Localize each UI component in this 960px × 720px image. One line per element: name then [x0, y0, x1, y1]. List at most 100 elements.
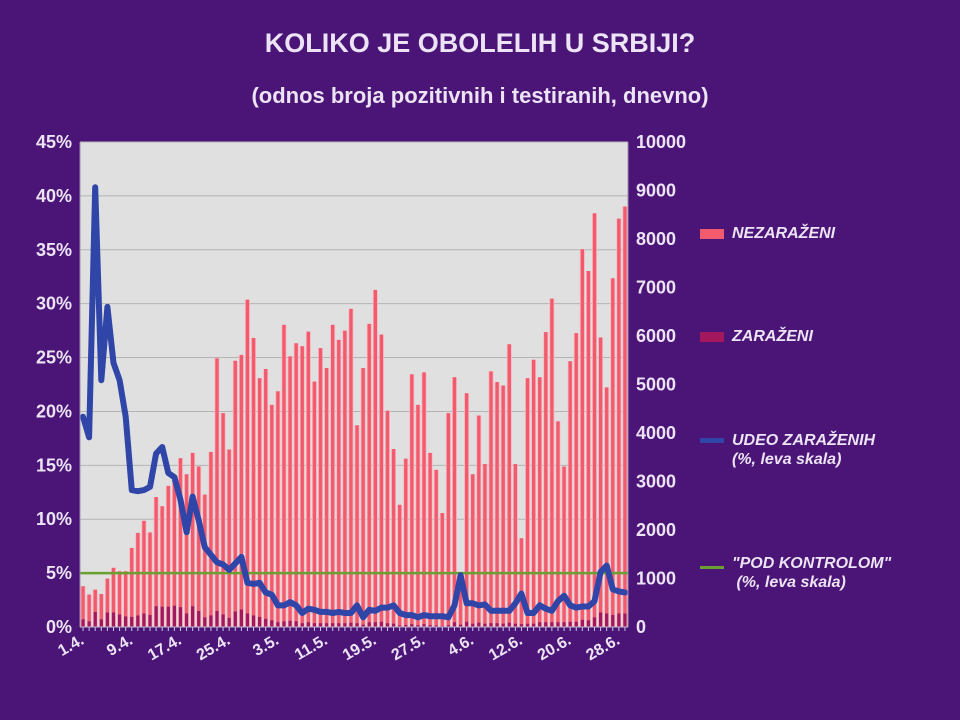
- bar-zarazeni: [544, 622, 548, 627]
- bar-nezarazeni: [239, 354, 244, 610]
- bar-zarazeni: [531, 623, 536, 627]
- bar-zarazeni: [209, 615, 213, 627]
- bar-nezarazeni: [568, 361, 572, 622]
- bar-nezarazeni: [166, 485, 170, 607]
- bar-zarazeni: [446, 625, 451, 627]
- bar-zarazeni: [251, 615, 256, 627]
- bar-nezarazeni: [501, 385, 505, 624]
- bar-nezarazeni: [605, 387, 609, 614]
- legend-label: NEZARAŽENI: [732, 225, 836, 242]
- y-right-tick-label: 1000: [636, 569, 676, 589]
- bar-nezarazeni: [184, 474, 189, 614]
- bar-nezarazeni: [142, 520, 146, 614]
- chart-title: KOLIKO JE OBOLELIH U SRBIJI?: [264, 28, 696, 58]
- bar-nezarazeni: [245, 299, 250, 614]
- bar-nezarazeni: [160, 506, 164, 607]
- bar-zarazeni: [264, 618, 268, 627]
- y-right-tick-label: 8000: [636, 229, 676, 249]
- bar-zarazeni: [178, 607, 183, 627]
- bar-zarazeni: [586, 620, 591, 627]
- bar-zarazeni: [111, 612, 116, 627]
- y-left-tick-label: 35%: [36, 240, 72, 260]
- bar-nezarazeni: [623, 206, 627, 614]
- bar-zarazeni: [160, 606, 164, 627]
- bar-zarazeni: [93, 611, 97, 627]
- x-tick-label: 27.5.: [389, 632, 428, 665]
- bar-nezarazeni: [611, 278, 615, 615]
- bar-nezarazeni: [586, 271, 591, 621]
- bar-zarazeni: [562, 622, 566, 627]
- y-left-tick-label: 30%: [36, 294, 72, 314]
- bar-nezarazeni: [355, 425, 359, 624]
- x-tick-label: 28.6.: [584, 632, 623, 665]
- bar-nezarazeni: [556, 421, 560, 623]
- legend-sublabel: (%, leva skala): [732, 451, 842, 468]
- bar-zarazeni: [221, 614, 225, 627]
- bar-zarazeni: [215, 610, 219, 627]
- bar-nezarazeni: [172, 474, 177, 606]
- bar-zarazeni: [343, 623, 347, 627]
- bar-zarazeni: [282, 621, 286, 627]
- bar-zarazeni: [166, 606, 170, 627]
- bar-zarazeni: [233, 611, 237, 627]
- bar-nezarazeni: [282, 324, 286, 622]
- bar-nezarazeni: [190, 452, 195, 607]
- bar-zarazeni: [422, 624, 426, 627]
- bar-nezarazeni: [312, 381, 317, 624]
- bar-zarazeni: [154, 606, 158, 627]
- bar-zarazeni: [239, 609, 244, 627]
- legend-sublabel: (%, leva skala): [732, 574, 846, 591]
- bar-nezarazeni: [99, 594, 103, 620]
- bar-nezarazeni: [367, 323, 371, 623]
- y-right-tick-label: 6000: [636, 326, 676, 346]
- bar-nezarazeni: [562, 466, 566, 623]
- bar-zarazeni: [318, 623, 323, 627]
- bar-zarazeni: [404, 625, 408, 627]
- bar-nezarazeni: [318, 348, 323, 624]
- bar-zarazeni: [105, 612, 110, 627]
- bar-zarazeni: [519, 624, 524, 627]
- bar-nezarazeni: [483, 464, 487, 624]
- bar-zarazeni: [379, 621, 384, 627]
- x-tick-label: 11.5.: [292, 632, 331, 664]
- bar-zarazeni: [294, 621, 298, 627]
- bar-zarazeni: [361, 624, 365, 627]
- bar-zarazeni: [87, 621, 91, 627]
- x-tick-label: 12.6.: [486, 632, 525, 665]
- bar-nezarazeni: [525, 378, 530, 624]
- bar-nezarazeni: [221, 413, 225, 615]
- bar-zarazeni: [501, 623, 505, 627]
- bar-nezarazeni: [531, 359, 536, 624]
- bar-nezarazeni: [209, 451, 213, 616]
- bar-zarazeni: [416, 625, 420, 627]
- bar-zarazeni: [270, 620, 274, 627]
- bar-zarazeni: [172, 605, 177, 627]
- bar-nezarazeni: [337, 339, 341, 624]
- bar-zarazeni: [580, 619, 585, 627]
- bar-zarazeni: [203, 617, 207, 627]
- bar-nezarazeni: [489, 371, 493, 624]
- bar-zarazeni: [245, 613, 250, 627]
- bar-nezarazeni: [580, 249, 585, 620]
- legend-label: ZARAŽENI: [732, 328, 813, 345]
- legend-swatch: [700, 229, 724, 239]
- bar-nezarazeni: [178, 458, 183, 608]
- bar-nezarazeni: [495, 382, 499, 624]
- bar-nezarazeni: [416, 404, 420, 626]
- x-tick-label: 19.5.: [340, 632, 379, 665]
- bar-zarazeni: [81, 619, 85, 627]
- y-left-tick-label: 25%: [36, 348, 72, 368]
- bar-nezarazeni: [251, 337, 256, 616]
- y-right-tick-label: 9000: [636, 181, 676, 201]
- bar-zarazeni: [452, 622, 457, 627]
- bar-zarazeni: [391, 623, 396, 627]
- bar-nezarazeni: [434, 469, 438, 626]
- y-left-tick-label: 45%: [36, 132, 72, 152]
- bar-nezarazeni: [257, 378, 262, 617]
- bar-zarazeni: [190, 606, 195, 627]
- bar-zarazeni: [434, 625, 438, 627]
- bar-zarazeni: [197, 610, 201, 627]
- bar-zarazeni: [349, 622, 353, 627]
- bar-nezarazeni: [452, 377, 457, 623]
- bar-zarazeni: [385, 623, 390, 627]
